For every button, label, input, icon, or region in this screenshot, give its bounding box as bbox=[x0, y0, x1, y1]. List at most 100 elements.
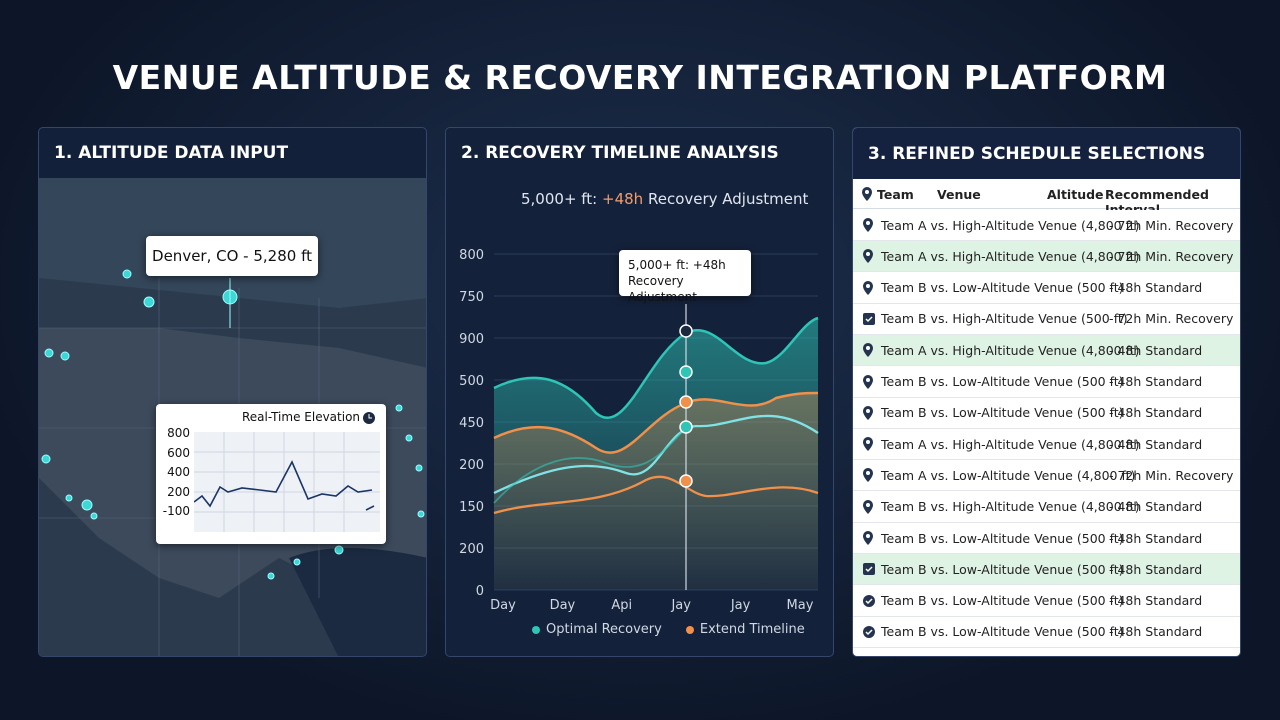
inset-plot bbox=[194, 432, 380, 532]
interval: - 48h Standard bbox=[1109, 280, 1203, 296]
table-row: Team B vs. High-Altitude Venue (500 ft) -… bbox=[853, 303, 1240, 335]
legend-item: Optimal Recovery bbox=[532, 622, 662, 637]
pin-icon bbox=[863, 343, 873, 358]
interval: - 48h Standard bbox=[1109, 593, 1203, 609]
subtitle-highlight: +48h bbox=[602, 190, 644, 208]
check-icon bbox=[863, 594, 875, 607]
interval: - 48h Standard bbox=[1109, 436, 1203, 452]
legend-label: Optimal Recovery bbox=[546, 622, 662, 637]
column-header: Team bbox=[877, 187, 914, 202]
timeline-callout: 5,000+ ft: +48h Recovery Adjustment bbox=[619, 250, 751, 304]
interval: - 72h Min. Recovery bbox=[1109, 248, 1234, 264]
match: Team B vs. Low-Altitude Venue (500 ft) bbox=[881, 624, 1124, 640]
table-row: Team A vs. Low-Altitude Venue (4,800 ft)… bbox=[853, 460, 1240, 492]
y-label: 900 bbox=[459, 332, 484, 347]
callout-line: 5,000+ ft: +48h bbox=[628, 258, 726, 272]
timeline-panel: 5,000+ ft: +48h Recovery Adjustment 800 7… bbox=[445, 127, 834, 657]
table-row: Team A vs. High-Altitude Venue (4,800 ft… bbox=[853, 429, 1240, 461]
interval: - 48h Standard bbox=[1109, 405, 1203, 421]
y-label: 0 bbox=[476, 584, 484, 599]
panel-title: 1. ALTITUDE DATA INPUT bbox=[54, 143, 289, 163]
inset-title: Real-Time Elevation bbox=[242, 410, 361, 424]
inset-y-label: 400 bbox=[167, 465, 190, 479]
box-icon bbox=[863, 563, 875, 576]
x-label: Jay bbox=[670, 598, 691, 613]
inset-y-label: 600 bbox=[167, 445, 190, 460]
match: Team B vs. Low-Altitude Venue (500 ft) bbox=[881, 561, 1124, 577]
pin-icon bbox=[863, 531, 873, 545]
column-header: Venue bbox=[937, 187, 981, 202]
table-row: Team A vs. High-Altitude Venue (4,800 ft… bbox=[853, 210, 1240, 241]
interval: - 48h Standard bbox=[1109, 624, 1203, 640]
panel-title: 3. REFINED SCHEDULE SELECTIONS bbox=[868, 144, 1206, 164]
match: Team B vs. Low-Altitude Venue (500 ft) bbox=[881, 405, 1124, 421]
table-row: Team B vs. Low-Altitude Venue (500 ft) - … bbox=[853, 523, 1240, 554]
x-label: Day bbox=[550, 598, 576, 613]
match: Team B vs. High-Altitude Venue (500 ft) bbox=[881, 311, 1128, 327]
timeline-chart: 800 750 900 500 450 200 150 200 0 Day Day Api Jay Jay… bbox=[459, 248, 819, 613]
legend-label: Extend Timeline bbox=[699, 622, 805, 637]
pin-icon bbox=[862, 187, 872, 201]
table-header: Team Venue Altitude Recommended Interval bbox=[853, 179, 1240, 217]
elevation-inset: Real-Time Elevation 800 600 400 200 -100 bbox=[156, 404, 386, 544]
interval: - 72h Min. Recovery bbox=[1109, 467, 1234, 483]
x-label: May bbox=[787, 598, 814, 613]
table-row: Team A vs. High-Altitude Venue (4,800 ft… bbox=[853, 335, 1240, 367]
interval: - 48h Standard bbox=[1109, 374, 1203, 389]
y-label: 800 bbox=[459, 248, 484, 263]
match: Team B vs. High-Altitude Venue (4,800 ft… bbox=[881, 499, 1140, 515]
match: Team B vs. Low-Altitude Venue (500 ft) bbox=[881, 593, 1124, 609]
inset-y-label: 800 bbox=[167, 426, 190, 440]
y-label: 200 bbox=[459, 542, 484, 557]
inset-y-label: -100 bbox=[162, 504, 190, 518]
interval: - 48h Standard bbox=[1109, 499, 1203, 515]
y-label: 200 bbox=[459, 458, 484, 473]
y-label: 500 bbox=[459, 374, 484, 389]
match: Team A vs. High-Altitude Venue (4,800 ft… bbox=[881, 342, 1140, 358]
schedule-panel: 3. REFINED SCHEDULE SELECTIONS Team Venu… bbox=[852, 127, 1241, 657]
pin-icon bbox=[863, 249, 873, 264]
callout-line: Recovery Adjustment bbox=[628, 274, 697, 304]
pin-icon bbox=[863, 280, 873, 295]
map-panel: Denver, CO - 5,280 ft Real-Time Elevatio… bbox=[38, 127, 427, 657]
table-row: Team B vs. Low-Altitude Venue (500 ft) - … bbox=[853, 366, 1240, 398]
inset-y-label: 200 bbox=[167, 484, 190, 499]
match: Team A vs. High-Altitude Venue (4,800 ft… bbox=[881, 217, 1140, 233]
check-icon bbox=[863, 625, 875, 638]
timeline-subtitle: 5,000+ ft: +48h Recovery Adjustment bbox=[521, 190, 808, 208]
y-label: 450 bbox=[459, 416, 484, 431]
column-header: Altitude bbox=[1047, 187, 1104, 202]
match: Team B vs. Low-Altitude Venue (500 ft) bbox=[881, 280, 1124, 296]
legend: Optimal Recovery Extend Timeline bbox=[532, 622, 805, 637]
legend-swatch bbox=[685, 625, 694, 634]
interval: - 48h Standard bbox=[1109, 561, 1203, 577]
x-label: Day bbox=[490, 598, 516, 613]
match: Team A vs. High-Altitude Venue (4,800 ft… bbox=[881, 436, 1140, 452]
match: Team B vs. Low-Altitude Venue (500 ft) bbox=[881, 530, 1124, 546]
table-row: Team B vs. High-Altitude Venue (4,800 ft… bbox=[853, 491, 1240, 523]
pin-icon bbox=[863, 218, 873, 232]
interval: - 72h Min. Recovery bbox=[1109, 311, 1234, 327]
location-tooltip: Denver, CO - 5,280 ft bbox=[146, 236, 318, 276]
y-label: 750 bbox=[459, 290, 484, 305]
box-icon bbox=[863, 312, 875, 325]
page-title: VENUE ALTITUDE & RECOVERY INTEGRATION PL… bbox=[112, 58, 1168, 97]
x-label: Api bbox=[611, 598, 632, 613]
legend-item: Extend Timeline bbox=[685, 622, 805, 637]
subtitle-rest: Recovery Adjustment bbox=[647, 190, 809, 208]
pin-icon bbox=[863, 468, 873, 483]
table-row: Team B vs. Low-Altitude Venue (500 ft) - … bbox=[853, 585, 1240, 617]
timeline-axes: 800 750 900 500 450 200 150 200 0 Day Day Api Jay Jay… bbox=[459, 248, 814, 613]
clock-icon bbox=[363, 412, 375, 424]
match: Team B vs. Low-Altitude Venue (500 ft) bbox=[881, 374, 1124, 389]
x-label: Jay bbox=[730, 598, 751, 613]
table-row: Team B vs. Low-Altitude Venue (500 ft) - … bbox=[853, 616, 1240, 648]
match: Team A vs. Low-Altitude Venue (4,800 ft) bbox=[881, 467, 1136, 483]
panel-title: 2. RECOVERY TIMELINE ANALYSIS bbox=[461, 143, 779, 163]
interval: - 48h Standard bbox=[1109, 342, 1203, 358]
pin-icon bbox=[863, 374, 873, 389]
table-row: Team B vs. Low-Altitude Venue (500 ft) - … bbox=[853, 272, 1240, 304]
legend-swatch bbox=[532, 625, 540, 634]
subtitle-lead: 5,000+ ft: bbox=[521, 190, 598, 208]
